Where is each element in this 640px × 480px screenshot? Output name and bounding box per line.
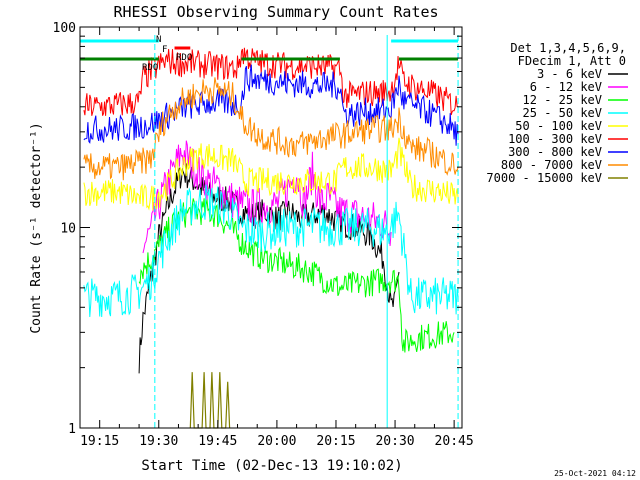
y-tick-label: 100 xyxy=(53,21,76,36)
legend-label-2: 6 - 12 keV xyxy=(530,80,602,94)
annotation-label-4: RDO xyxy=(142,63,158,73)
x-tick-label: 20:15 xyxy=(316,434,355,449)
annotation-label-2: F xyxy=(162,45,167,55)
series-line-9 xyxy=(189,372,231,429)
series-line-8 xyxy=(83,77,459,181)
legend-label-1: 3 - 6 keV xyxy=(537,67,602,81)
legend-title-line-1: Det 1,3,4,5,6,9, xyxy=(510,41,626,55)
legend: Det 1,3,4,5,6,9,FDecim 1, Att 03 - 6 keV… xyxy=(486,41,628,185)
timestamp: 25-Oct-2021 04:12 xyxy=(554,469,636,478)
legend-label-4: 25 - 50 keV xyxy=(523,106,602,120)
x-tick-label: 19:30 xyxy=(139,434,178,449)
series-line-6 xyxy=(83,47,459,116)
series-line-4 xyxy=(83,184,459,318)
plot-area: NF RDO RDO 1 10 100 19:15 19:30 19:45 20:00 20:15 2… xyxy=(53,21,474,449)
annotation-label-1: N xyxy=(156,35,161,45)
legend-title-line-2: FDecim 1, Att 0 xyxy=(518,54,626,68)
x-tick-label: 20:00 xyxy=(257,434,296,449)
legend-label-8: 800 - 7000 keV xyxy=(501,158,602,172)
legend-label-7: 300 - 800 keV xyxy=(508,145,602,159)
y-axis-label: Count Rate (s⁻¹ detector⁻¹) xyxy=(29,122,44,333)
legend-label-6: 100 - 300 keV xyxy=(508,132,602,146)
x-tick-label: 20:30 xyxy=(375,434,414,449)
series-line-7 xyxy=(83,64,459,146)
chart-title: RHESSI Observing Summary Count Rates xyxy=(113,3,438,21)
x-axis-label: Start Time (02-Dec-13 19:10:02) xyxy=(141,458,402,474)
series-line-5 xyxy=(83,137,459,211)
legend-label-5: 50 - 100 keV xyxy=(515,119,602,133)
y-tick-label: 10 xyxy=(60,222,76,237)
x-tick-label: 20:45 xyxy=(435,434,474,449)
legend-label-9: 7000 - 15000 keV xyxy=(486,171,602,185)
legend-label-3: 12 - 25 keV xyxy=(523,93,602,107)
y-tick-label: 1 xyxy=(68,422,76,437)
x-tick-label: 19:15 xyxy=(80,434,119,449)
annotation-label-3: RDO xyxy=(176,53,192,63)
x-tick-label: 19:45 xyxy=(198,434,237,449)
